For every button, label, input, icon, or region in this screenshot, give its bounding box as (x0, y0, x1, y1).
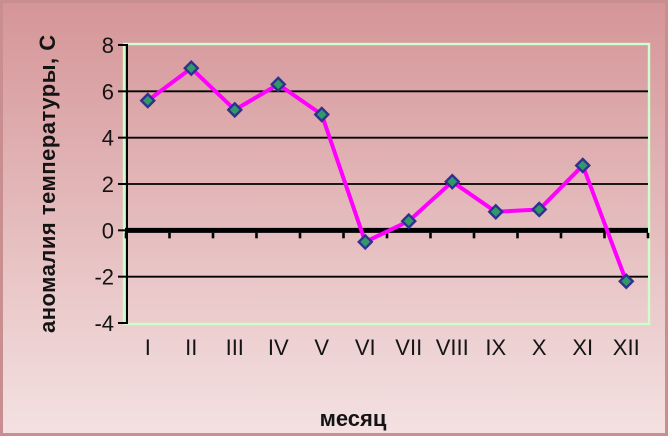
data-point-marker (183, 59, 200, 77)
x-tick-label: IV (268, 335, 289, 360)
x-tick-label: IX (485, 335, 506, 360)
data-point-marker (226, 101, 243, 119)
x-tick-label: I (145, 335, 151, 360)
x-tick-label: III (226, 335, 244, 360)
x-tick-label: V (314, 335, 329, 360)
x-tick-label: VII (395, 335, 422, 360)
data-point-marker (139, 92, 156, 109)
x-tick-label: XI (572, 335, 593, 360)
x-tick-label: VI (355, 335, 376, 360)
y-tick-label: 4 (102, 126, 114, 151)
x-tick-label: X (532, 335, 547, 360)
data-point-marker (618, 273, 635, 290)
data-point-marker (357, 233, 374, 251)
data-point-marker (574, 157, 591, 174)
y-tick-label: 2 (102, 172, 114, 197)
series-line (145, 66, 629, 284)
data-point-marker (444, 173, 461, 190)
y-tick-label: 6 (102, 79, 114, 104)
y-tick-label: 8 (102, 33, 114, 58)
x-axis-title: месяц (319, 406, 387, 431)
data-point-marker (487, 203, 504, 220)
y-tick-label: -2 (94, 265, 114, 290)
data-point-marker (400, 212, 417, 230)
data-point-marker (313, 106, 330, 123)
x-tick-label: II (185, 335, 197, 360)
y-tick-label: -4 (94, 311, 114, 336)
y-tick-label: 0 (102, 218, 114, 243)
x-tick-label: XII (613, 335, 640, 360)
x-tick-label: VIII (436, 335, 469, 360)
data-point-marker (270, 76, 287, 93)
data-point-marker (531, 201, 548, 218)
